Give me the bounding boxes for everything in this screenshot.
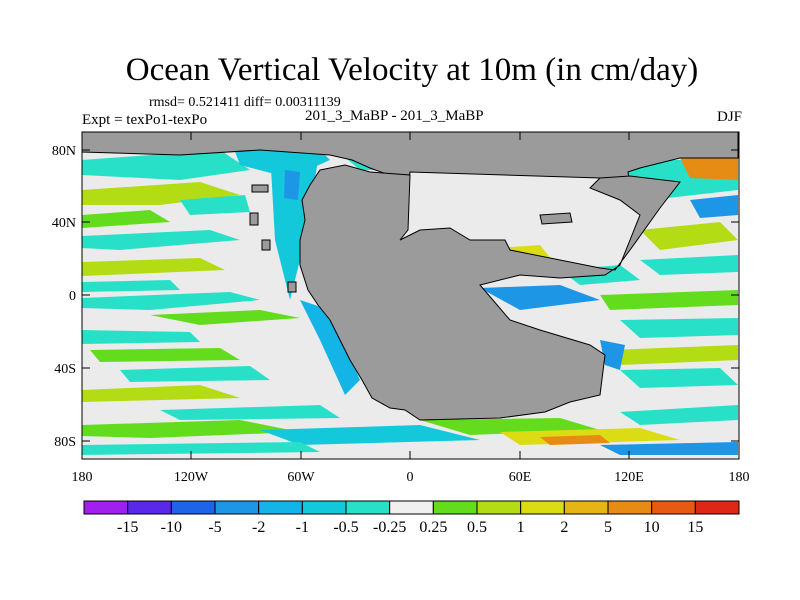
y-tick-label: 80S	[54, 435, 76, 450]
anomaly-band	[600, 442, 738, 455]
legend-label: 1	[517, 519, 525, 536]
anomaly-band	[82, 230, 240, 250]
anomaly-band	[620, 405, 738, 425]
legend-label: 10	[644, 519, 660, 536]
anomaly-band	[260, 425, 480, 445]
legend-color-box	[607, 500, 653, 515]
x-tick-label: 120W	[174, 470, 209, 485]
y-tick-label: 40S	[54, 362, 76, 377]
anomaly-band	[620, 368, 738, 388]
anomaly-band	[82, 442, 320, 455]
legend-boxes	[83, 500, 740, 515]
legend-color-box	[563, 500, 609, 515]
anomaly-band	[180, 195, 250, 215]
anomaly-band	[150, 310, 300, 325]
anomaly-band	[610, 345, 738, 365]
legend-label: 0.5	[467, 519, 487, 536]
legend-label: 15	[687, 519, 703, 536]
legend-label: -1	[296, 519, 309, 536]
legend-color-box	[432, 500, 478, 515]
anomaly-band	[82, 420, 300, 438]
anomaly-band	[82, 292, 260, 310]
land-small-island	[249, 212, 259, 226]
x-tick-label: 180	[72, 470, 93, 485]
legend-color-box	[389, 500, 434, 515]
legend-label: 2	[560, 519, 568, 536]
land-small-island	[539, 212, 573, 225]
legend-label: -10	[161, 519, 182, 536]
legend-label: 5	[604, 519, 612, 536]
legend-color-box	[127, 500, 172, 515]
anomaly-band	[270, 148, 320, 300]
anomaly-band	[90, 348, 240, 362]
anomaly-band	[82, 385, 240, 402]
x-tick-label: 60W	[287, 470, 315, 485]
legend-label: -5	[208, 519, 221, 536]
anomaly-band	[480, 285, 600, 310]
experiment-label: Expt = texPo1-texPo	[82, 112, 208, 128]
x-tick-label: 60E	[509, 470, 532, 485]
anomaly-band	[300, 300, 360, 395]
anomaly-band	[82, 258, 225, 276]
anomaly-band	[620, 318, 738, 338]
y-tick-label: 0	[69, 289, 76, 304]
legend-color-box	[170, 500, 216, 515]
legend-color-box	[258, 500, 303, 515]
case-label: 201_3_MaBP - 201_3_MaBP	[305, 108, 484, 124]
stats-text: rmsd= 0.521411 diff= 0.00311139	[149, 95, 341, 110]
anomaly-band	[160, 405, 340, 420]
x-tick-marks	[81, 132, 740, 459]
legend-labels: -15 -10 -5 -2 -1 -0.5 -0.25 0.25 0.5 1 2 5 10 15	[117, 519, 703, 536]
anomaly-band	[284, 170, 300, 200]
legend-label: -2	[252, 519, 265, 536]
x-tick-label: 180	[729, 470, 750, 485]
legend-label: 0.25	[419, 519, 447, 536]
page-title: Ocean Vertical Velocity at 10m (in cm/da…	[125, 52, 699, 88]
legend-label: -0.5	[333, 519, 358, 536]
legend-color-box	[651, 500, 696, 515]
anomaly-band	[120, 366, 270, 382]
land-small-island	[261, 239, 271, 251]
anomaly-band	[640, 255, 738, 275]
y-tick-marks	[82, 149, 739, 442]
anomaly-band	[680, 158, 738, 180]
land-small-island	[287, 281, 297, 293]
anomaly-band	[600, 290, 738, 310]
legend-label: -15	[117, 519, 138, 536]
legend-color-box	[345, 500, 391, 515]
legend-color-box	[520, 500, 565, 515]
land-main-continent	[299, 164, 681, 421]
y-tick-label: 80N	[52, 144, 76, 159]
y-tick-label: 40N	[52, 216, 76, 231]
anomaly-band	[640, 222, 738, 250]
anomaly-band	[82, 280, 180, 292]
anomaly-band	[540, 435, 610, 445]
anomaly-band	[82, 210, 170, 228]
legend-color-box	[301, 500, 347, 515]
land-masses	[81, 131, 739, 421]
legend-color-box	[214, 500, 260, 515]
x-tick-label: 120E	[614, 470, 644, 485]
anomaly-band	[82, 330, 200, 344]
anomaly-band	[600, 340, 625, 370]
anomaly-band	[690, 195, 738, 218]
season-label: DJF	[716, 109, 742, 125]
legend-label: -0.25	[373, 519, 406, 536]
x-tick-label: 0	[407, 470, 414, 485]
anomaly-band	[82, 150, 250, 180]
legend-color-box	[476, 500, 522, 515]
legend-color-box	[694, 500, 740, 515]
legend-color-box	[83, 500, 129, 515]
land-small-island	[251, 184, 269, 193]
